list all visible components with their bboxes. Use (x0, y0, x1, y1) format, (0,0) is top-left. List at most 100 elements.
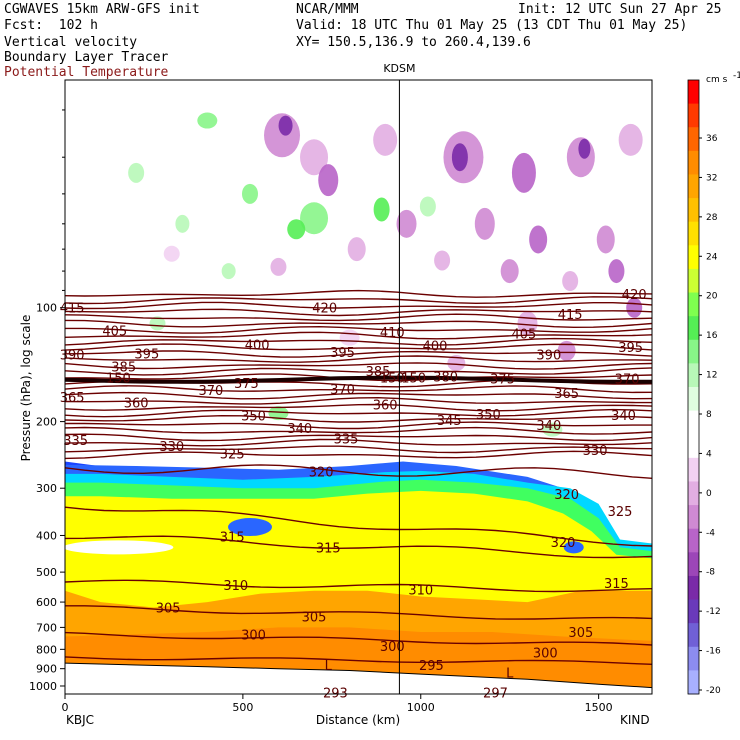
theta-label: 395 (134, 347, 159, 362)
theta-line (65, 343, 652, 351)
velocity-blob (339, 329, 360, 346)
theta-label: 410 (380, 326, 405, 341)
colorbar-label: -16 (706, 647, 721, 657)
theta-label: 385 (111, 360, 136, 375)
x-tick-label: 0 (62, 701, 69, 714)
theta-label: 420 (312, 302, 337, 317)
theta-line (65, 438, 652, 447)
velocity-blob (221, 263, 236, 280)
theta-label: 395 (330, 346, 355, 361)
theta-label: 375 (234, 377, 259, 392)
velocity-blob (149, 316, 166, 331)
colorbar-swatch (688, 268, 699, 294)
theta-label: 370 (198, 384, 223, 399)
colorbar-swatch (688, 505, 699, 530)
x-tick-label: 1500 (585, 701, 613, 714)
theta-line (65, 414, 652, 423)
organization: NCAR/MMM (296, 2, 359, 17)
theta-label: 400 (245, 338, 270, 353)
velocity-blob (419, 196, 436, 217)
velocity-blob (287, 219, 306, 240)
theta-label: 420 (622, 288, 647, 303)
colorbar-label: 24 (706, 252, 718, 262)
y-axis-label: Pressure (hPa), log scale (19, 315, 33, 462)
colorbar-swatch (688, 481, 699, 506)
theta-line (65, 506, 652, 547)
y-tick-label: 800 (36, 643, 57, 656)
y-tick-label: 100 (36, 302, 57, 315)
tracer-blob-2 (563, 541, 584, 554)
theta-line (65, 385, 652, 394)
tracer-gap (65, 540, 174, 555)
theta-line (65, 535, 652, 559)
colorbar-swatch (688, 575, 699, 601)
colorbar-unit-exponent: -1 (733, 71, 740, 81)
theta-line (65, 337, 652, 346)
theta-line (65, 403, 652, 412)
colorbar-swatch (688, 457, 699, 482)
colorbar-label: 32 (706, 173, 717, 183)
colorbar-label: 4 (706, 449, 712, 459)
theta-label: 345 (437, 414, 462, 429)
velocity-blob (128, 162, 145, 183)
colorbar-label: -12 (706, 607, 721, 617)
theta-label: 415 (60, 302, 85, 317)
colorbar-swatch (688, 410, 699, 435)
theta-label: 370 (330, 383, 355, 398)
y-tick-label: 500 (36, 566, 57, 579)
theta-line (65, 296, 652, 305)
theta-label: 370 (615, 373, 640, 388)
y-tick-label: 600 (36, 596, 57, 609)
theta-line (65, 391, 652, 400)
colorbar-swatch (688, 80, 699, 105)
field-vertical-velocity: Vertical velocity (4, 35, 138, 50)
tropopause-line (65, 375, 652, 384)
velocity-blob (562, 271, 579, 292)
terrain-mask (65, 663, 652, 694)
theta-label: 390 (60, 349, 85, 364)
colorbar-swatch (688, 174, 699, 199)
theta-label: 340 (287, 422, 312, 437)
theta-line (65, 445, 652, 454)
velocity-blob (474, 207, 495, 240)
velocity-blob (511, 152, 536, 193)
theta-labels: 415 405 420 410 405 415 420 390 395 400 395 400 390 3… (60, 288, 647, 701)
velocity-blob (608, 259, 625, 284)
cross-section-endpoints: XY= 150.5,136.9 to 260.4,139.6 (296, 35, 531, 50)
velocity-blob (578, 138, 591, 159)
theta-label: 330 (159, 440, 184, 455)
field-potential-temperature: Potential Temperature (4, 65, 169, 80)
init-time: Init: 12 UTC Sun 27 Apr 25 (518, 2, 722, 17)
velocity-blob (529, 225, 548, 254)
theta-label: 405 (102, 325, 127, 340)
colorbar-swatch (688, 387, 699, 412)
theta-line (65, 308, 652, 317)
theta-label: 315 (220, 530, 245, 545)
colorbar-frame (687, 79, 700, 695)
theta-label: 365 (60, 391, 85, 406)
velocity-blob (163, 245, 180, 262)
theta-line (65, 319, 652, 329)
theta-label: 305 (568, 626, 593, 641)
colorbar-swatch (688, 198, 699, 223)
theta-contours (65, 289, 652, 665)
left-station-label: KBJC (66, 713, 94, 727)
velocity-blob (175, 214, 190, 233)
colorbar-swatch (688, 363, 699, 388)
colorbar-label: 36 (706, 134, 718, 144)
theta-line (65, 355, 652, 363)
theta-label: 365 (554, 387, 579, 402)
theta-line (65, 331, 652, 340)
velocity-blob (451, 143, 468, 172)
theta-label: 300 (380, 640, 405, 655)
y-tick-label: 700 (36, 621, 57, 634)
theta-label: 320 (309, 466, 334, 481)
theta-label: 390 (536, 349, 561, 364)
theta-label: L (506, 666, 514, 681)
colorbar-swatch (688, 292, 699, 317)
colorbar-label: 20 (706, 292, 718, 302)
colorbar-swatch (688, 221, 699, 246)
theta-line (65, 313, 652, 322)
theta-label: 300 (533, 646, 558, 661)
colorbar-label: 28 (706, 213, 718, 223)
